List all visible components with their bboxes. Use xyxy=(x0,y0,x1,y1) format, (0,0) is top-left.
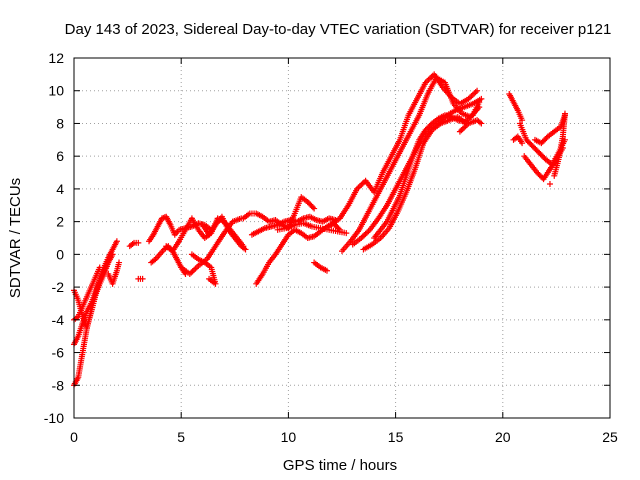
data-point xyxy=(468,93,475,100)
data-point xyxy=(192,265,199,272)
y-tick-label: 2 xyxy=(56,214,64,230)
series-arc17 xyxy=(274,220,350,237)
data-point xyxy=(456,128,463,135)
data-point xyxy=(189,268,196,275)
series-arc18 xyxy=(311,259,330,274)
series-arc23 xyxy=(371,99,483,241)
data-point xyxy=(471,90,478,97)
y-tick-label: -10 xyxy=(44,410,64,426)
x-tick-label: 5 xyxy=(177,429,185,445)
y-tick-label: 12 xyxy=(48,50,64,66)
data-point xyxy=(135,239,142,246)
data-point xyxy=(459,125,466,132)
data-point xyxy=(364,229,371,236)
y-tick-label: 8 xyxy=(56,115,64,131)
data-point xyxy=(311,205,318,212)
data-point xyxy=(242,246,249,253)
x-tick-label: 10 xyxy=(281,429,297,445)
data-point xyxy=(139,275,146,282)
grid-lines xyxy=(74,58,610,418)
data-point xyxy=(323,267,330,274)
y-axis-label: SDTVAR / TECUs xyxy=(7,178,24,298)
series-arc1 xyxy=(71,238,120,389)
series-arc19 xyxy=(328,71,481,228)
data-point xyxy=(358,181,365,188)
data-point xyxy=(113,238,120,245)
data-point xyxy=(206,275,213,282)
data-point xyxy=(343,230,350,237)
data-point xyxy=(519,117,526,124)
data-point xyxy=(469,91,476,98)
data-point xyxy=(462,123,469,130)
series-arc13 xyxy=(199,213,249,253)
data-point xyxy=(361,232,368,239)
series-arc31 xyxy=(546,181,553,187)
y-tick-label: 4 xyxy=(56,181,64,197)
x-tick-label: 0 xyxy=(70,429,78,445)
data-point xyxy=(519,140,526,147)
series-arc25 xyxy=(506,91,526,124)
data-point xyxy=(546,181,553,187)
series-arc5 xyxy=(105,259,123,287)
data-points xyxy=(71,71,568,389)
data-point xyxy=(478,95,485,102)
chart-title: Day 143 of 2023, Sidereal Day-to-day VTE… xyxy=(65,21,612,38)
x-tick-label: 15 xyxy=(388,429,404,445)
data-point xyxy=(458,127,465,134)
series-arc3 xyxy=(71,257,112,348)
data-point xyxy=(105,257,112,264)
x-tick-label: 20 xyxy=(495,429,511,445)
x-axis-label: GPS time / hours xyxy=(283,457,397,474)
series-arc30 xyxy=(551,110,568,179)
y-tick-label: -6 xyxy=(52,345,65,361)
series-arc29 xyxy=(531,112,568,147)
data-point xyxy=(356,183,363,190)
series-arc4 xyxy=(71,264,103,323)
axes xyxy=(73,57,611,419)
data-point xyxy=(309,204,316,211)
y-tick-label: -8 xyxy=(52,377,65,393)
data-point xyxy=(561,110,568,117)
y-tick-label: -2 xyxy=(52,279,65,295)
data-point xyxy=(474,87,481,94)
data-point xyxy=(335,225,342,232)
y-tick-label: 6 xyxy=(56,148,64,164)
series-arc28 xyxy=(521,145,566,183)
tick-labels: 0 5 10 15 20 25 -10 -8 -6 -4 -2 0 2 4 6 8 10 12 xyxy=(44,50,618,445)
data-point xyxy=(359,180,366,187)
series-arc15 xyxy=(248,213,339,238)
data-point xyxy=(96,264,103,271)
series-arc20 xyxy=(339,74,483,255)
series-arc6 xyxy=(126,239,142,250)
data-point xyxy=(478,120,485,127)
data-point xyxy=(425,76,432,83)
y-tick-label: 10 xyxy=(48,83,64,99)
data-point xyxy=(426,75,433,82)
data-point xyxy=(188,269,195,276)
data-point xyxy=(109,251,116,258)
series-arc26 xyxy=(510,133,526,147)
plot-frame xyxy=(73,57,611,419)
x-tick-label: 25 xyxy=(602,429,618,445)
data-point xyxy=(472,89,479,96)
data-point xyxy=(362,230,369,237)
data-point xyxy=(191,266,198,273)
series-arc12 xyxy=(188,251,219,287)
data-point xyxy=(476,99,483,106)
series-arc24 xyxy=(456,117,485,135)
data-point xyxy=(116,259,123,266)
series-arc7 xyxy=(135,275,146,282)
y-tick-label: 0 xyxy=(56,246,64,262)
y-tick-label: -4 xyxy=(52,312,65,328)
series-arc22 xyxy=(360,113,470,253)
